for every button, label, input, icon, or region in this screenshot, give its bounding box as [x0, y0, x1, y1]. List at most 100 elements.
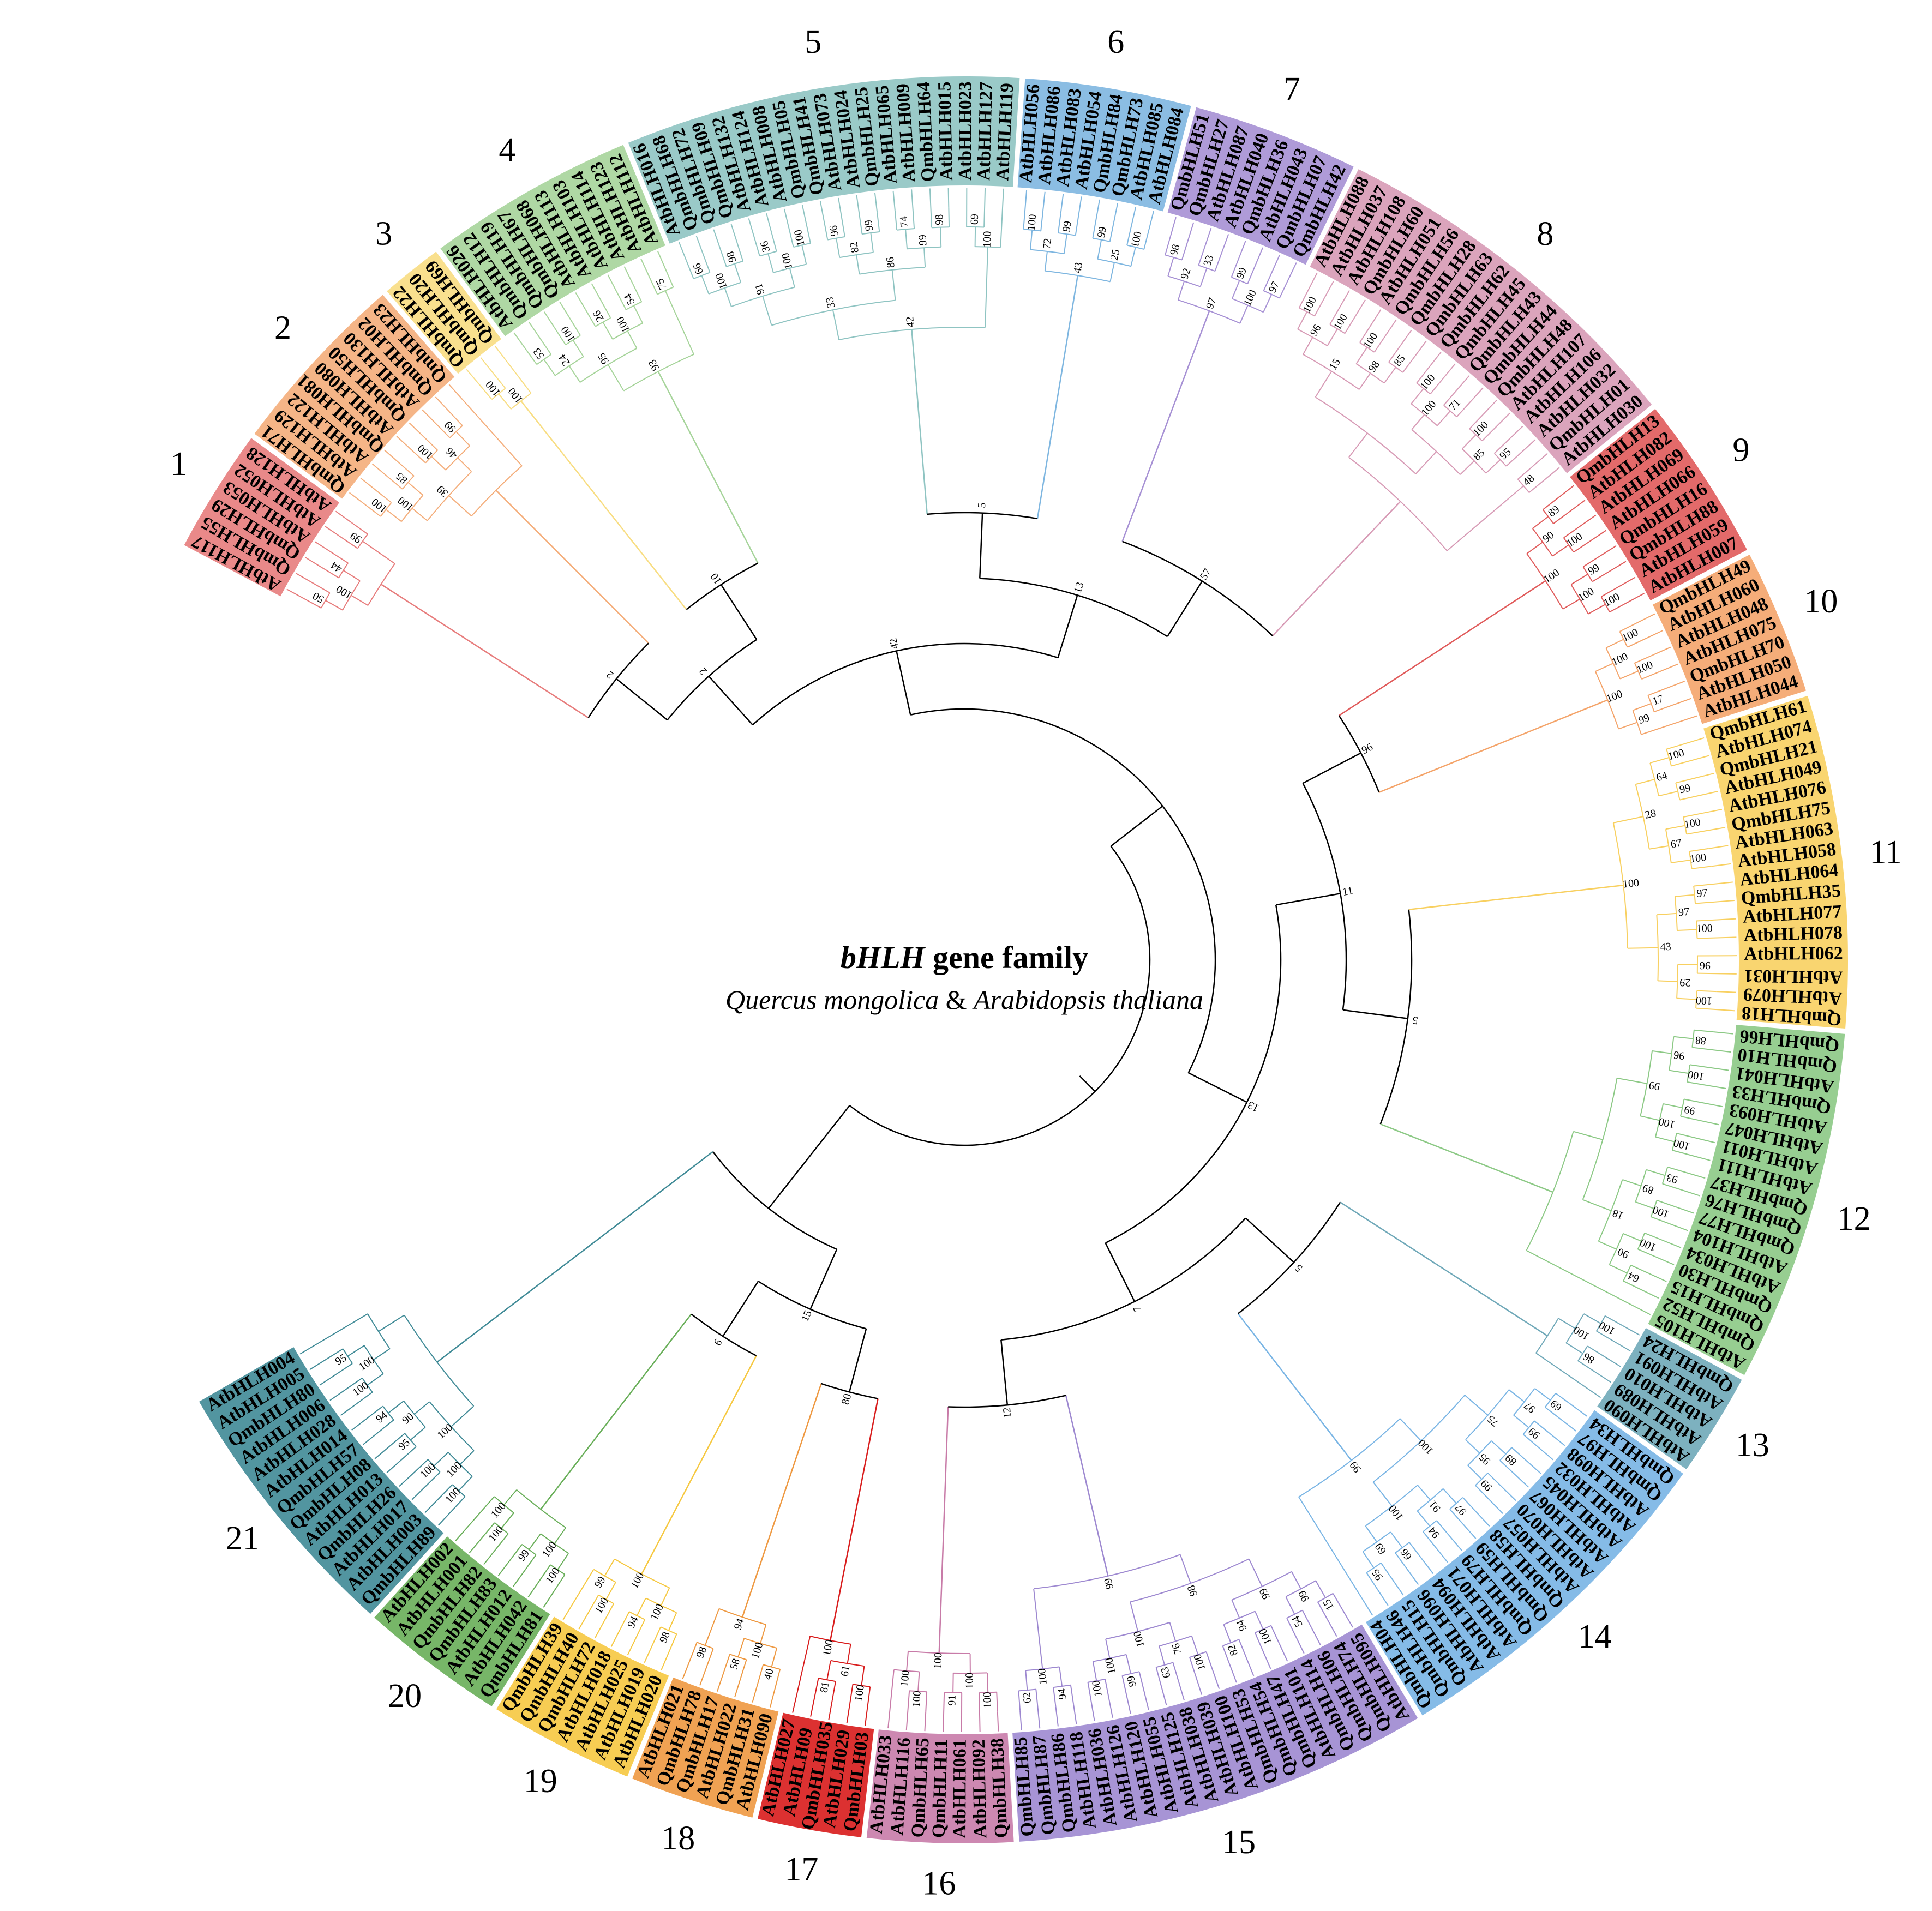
- branch: [335, 1363, 353, 1375]
- branch: [1332, 1593, 1343, 1611]
- branch: [905, 229, 908, 249]
- branch: [525, 348, 537, 365]
- branch: [494, 1496, 514, 1513]
- branch: [1109, 222, 1114, 242]
- branch: [1297, 311, 1307, 330]
- bootstrap-label: 100: [1695, 994, 1712, 1007]
- bootstrap-label: 98: [1185, 1584, 1201, 1598]
- branch: [1687, 1081, 1707, 1086]
- branch: [1391, 1578, 1404, 1596]
- bootstrap-label: 100: [1601, 591, 1622, 609]
- branch: [1694, 884, 1714, 887]
- branch: [1543, 497, 1559, 510]
- branch: [1248, 1558, 1263, 1587]
- branch: [1087, 1682, 1092, 1702]
- bootstrap-label: 64: [1626, 1269, 1641, 1284]
- branch: [423, 436, 438, 451]
- clade-band-14: [1366, 1410, 1683, 1716]
- branch: [877, 212, 880, 232]
- bootstrap-label: 100: [1541, 567, 1562, 586]
- clade-band-17: [757, 1712, 874, 1837]
- bootstrap-label: 67: [1670, 837, 1682, 851]
- bootstrap-label: 6: [712, 1337, 725, 1348]
- branch: [1520, 439, 1536, 454]
- branch: [1679, 795, 1699, 801]
- branch: [1594, 1371, 1611, 1383]
- branch: [1231, 280, 1240, 299]
- branch: [636, 1597, 646, 1616]
- bootstrap-label: 33: [1201, 254, 1216, 268]
- branch: [819, 201, 825, 221]
- branch: [342, 580, 361, 611]
- bootstrap-label: 97: [1678, 906, 1689, 918]
- branch: [1223, 1624, 1232, 1643]
- branch: [1678, 715, 1697, 723]
- branch: [1579, 514, 1597, 527]
- branch: [1681, 1189, 1700, 1197]
- branch: [917, 1672, 920, 1692]
- branch: [507, 362, 532, 394]
- branch: [357, 533, 368, 549]
- branch: [1329, 307, 1340, 325]
- branch: [1443, 390, 1457, 406]
- branch: [1522, 1420, 1535, 1435]
- branch: [724, 287, 732, 307]
- branch: [1399, 1418, 1421, 1441]
- bootstrap-label: 100: [334, 583, 354, 602]
- branch: [438, 1484, 453, 1499]
- branch: [627, 1637, 637, 1655]
- branch: [1286, 1618, 1296, 1636]
- species-arabidopsis: Arabidopsis thaliana: [972, 984, 1203, 1015]
- branch: [1447, 485, 1524, 551]
- branch: [632, 284, 643, 302]
- branch: [1680, 1115, 1700, 1121]
- branch: [1513, 1414, 1529, 1428]
- branch: [1449, 1509, 1463, 1524]
- branch: [601, 300, 611, 318]
- branch: [1384, 319, 1397, 336]
- branch: [1092, 219, 1097, 238]
- branch: [865, 1706, 868, 1726]
- branch: [1365, 1525, 1378, 1542]
- branch: [1063, 234, 1067, 254]
- branch: [1212, 1670, 1220, 1690]
- bootstrap-label: 100: [1419, 398, 1438, 418]
- branch: [604, 1603, 615, 1621]
- branch: [314, 541, 332, 553]
- branch: [1563, 526, 1580, 538]
- branch: [286, 588, 304, 599]
- branch: [513, 332, 526, 349]
- branch: [1255, 1625, 1271, 1633]
- branch: [1239, 305, 1249, 324]
- branch: [1255, 1632, 1264, 1651]
- bootstrap-label: 40: [761, 1667, 776, 1681]
- branch: [1339, 580, 1546, 717]
- branch: [1263, 294, 1273, 313]
- branch: [1570, 573, 1588, 585]
- branch: [1231, 259, 1239, 278]
- bootstrap-label: 100: [628, 1570, 646, 1590]
- clade-band-15: [1012, 1624, 1418, 1842]
- branch: [1340, 1201, 1548, 1337]
- leaf-label: AtbHLH127: [974, 81, 997, 181]
- branch: [543, 311, 556, 329]
- branch: [1359, 372, 1371, 390]
- branch: [1669, 1036, 1675, 1071]
- branch: [1255, 247, 1263, 266]
- leaf-label: AtbHLH015: [934, 81, 957, 181]
- branch: [1685, 737, 1705, 744]
- branch: [1717, 936, 1737, 939]
- branch: [1675, 777, 1695, 784]
- branch: [1644, 1233, 1663, 1241]
- branch: [1247, 265, 1256, 284]
- branch: [723, 1654, 730, 1673]
- bootstrap-label: 82: [1225, 1643, 1240, 1657]
- branch: [555, 356, 584, 376]
- branch: [448, 411, 463, 426]
- branch: [629, 1611, 645, 1620]
- clade-band-13: [1597, 1327, 1742, 1470]
- branch: [363, 1345, 384, 1374]
- branch: [734, 1678, 741, 1698]
- branch: [768, 1105, 850, 1209]
